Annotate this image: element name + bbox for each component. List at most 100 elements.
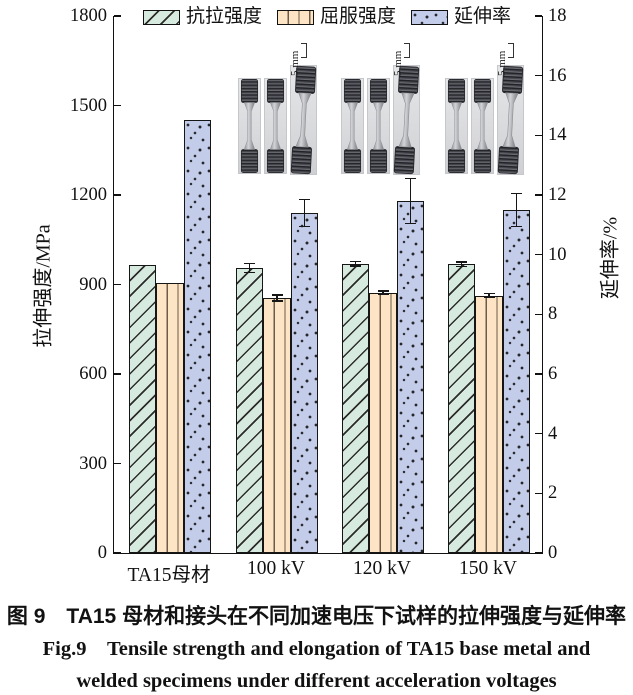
y-tick-label-left: 1800 — [70, 6, 107, 26]
specimen-photo — [290, 65, 317, 175]
bar-speckle-group2 — [290, 212, 319, 553]
y-tick-right — [535, 432, 542, 435]
tensile-specimen-drawing — [266, 79, 285, 173]
error-bar-line — [516, 193, 518, 227]
scale-bar-icon — [301, 43, 307, 58]
scale-bar-icon — [508, 43, 514, 58]
bar-vlines-group4 — [475, 295, 503, 553]
legend: 抗拉强度 屈服强度 延伸率 — [108, 6, 546, 28]
caption-english-line1: Fig.9 Tensile strength and elongation of… — [42, 638, 591, 660]
y-tick-label-right: 18 — [548, 6, 567, 26]
error-bar-line — [460, 261, 462, 267]
error-bar-cap — [349, 260, 361, 262]
y-tick-label-right: 8 — [548, 304, 558, 325]
y-tick-label-right: 2 — [548, 483, 558, 504]
y-tick-label-left: 300 — [79, 453, 107, 474]
error-bar-cap — [483, 293, 495, 295]
figure-caption: 图 9 TA15 母材和接头在不同加速电压下试样的拉伸强度与延伸率 Fig.9 … — [0, 601, 633, 695]
y-tick-right — [535, 15, 542, 17]
bar-speckle-group4 — [502, 209, 531, 553]
bar-speckle-group1 — [183, 120, 212, 553]
yield-strength-swatch-icon — [276, 9, 314, 25]
bar-hatch-group1 — [128, 265, 157, 553]
y-tick-right — [535, 492, 542, 495]
error-bar-cap — [511, 192, 523, 195]
error-bar-cap — [271, 300, 283, 302]
bar-vlines-group2 — [263, 297, 291, 553]
tensile-specimen-drawing — [369, 79, 388, 173]
scale-bar-label: 5 mm — [289, 50, 301, 76]
tensile-specimen-drawing — [393, 65, 420, 175]
y-tick-label-left: 900 — [79, 274, 107, 295]
scale-bar-icon — [404, 43, 410, 58]
error-bar-cap — [243, 271, 255, 274]
error-bar-cap — [377, 290, 389, 292]
tensile-specimen-drawing — [497, 65, 524, 175]
error-bar-cap — [377, 293, 389, 296]
specimen-photo — [471, 78, 494, 174]
y-tick-left — [114, 462, 121, 465]
tensile-specimen-drawing — [290, 65, 317, 175]
legend-label-elongation: 延伸率 — [454, 6, 512, 27]
y-tick-label-right: 10 — [548, 244, 567, 265]
legend-label-yield-strength: 屈服强度 — [319, 6, 396, 27]
plot-area — [113, 15, 543, 554]
scale-bar-label: 5 mm — [496, 50, 508, 76]
y-tick-right — [535, 194, 542, 196]
tensile-specimen-drawing — [473, 79, 492, 173]
error-bar-cap — [349, 265, 361, 267]
y-tick-left — [114, 283, 121, 286]
error-bar-cap — [483, 296, 495, 299]
x-category-label: TA15母材 — [127, 565, 211, 586]
y-tick-right — [535, 373, 542, 375]
legend-label-tensile-strength: 抗拉强度 — [185, 6, 262, 27]
error-bar-cap — [455, 261, 467, 263]
specimen-photo — [445, 78, 468, 174]
y-tick-left — [114, 373, 121, 375]
error-bar-cap — [243, 262, 255, 265]
error-bar-cap — [405, 177, 417, 180]
y-tick-label-right: 16 — [548, 65, 567, 86]
tensile-specimen-drawing — [240, 79, 259, 173]
caption-english-line2: welded specimens under different acceler… — [76, 670, 557, 692]
tensile-specimen-drawing — [447, 79, 466, 173]
error-bar-cap — [271, 294, 283, 296]
error-bar-line — [488, 293, 490, 298]
specimen-photo — [497, 65, 524, 175]
error-bar-line — [248, 263, 250, 273]
y-tick-label-right: 14 — [548, 125, 567, 146]
x-category-label: 120 kV — [353, 558, 411, 579]
tensile-strength-swatch-icon — [142, 9, 180, 25]
bar-hatch-group3 — [341, 263, 370, 553]
error-bar-line — [304, 199, 306, 227]
y-tick-label-left: 0 — [97, 543, 107, 563]
error-bar-line — [354, 261, 356, 266]
legend-item-tensile-strength: 抗拉强度 — [142, 6, 262, 28]
error-bar-line — [276, 294, 278, 301]
elongation-swatch-icon — [411, 9, 448, 25]
y-tick-label-left: 1500 — [70, 95, 107, 116]
specimen-photo — [341, 78, 364, 174]
specimen-photo — [393, 65, 420, 175]
tensile-specimen-drawing — [343, 79, 362, 173]
bar-vlines-group1 — [156, 283, 184, 553]
error-bar-cap — [511, 225, 523, 228]
y-tick-label-right: 0 — [548, 543, 558, 563]
specimen-photo — [367, 78, 390, 174]
y-tick-left — [114, 552, 121, 554]
y-tick-label-left: 600 — [79, 364, 107, 384]
error-bar-line — [410, 178, 412, 224]
caption-chinese: 图 9 TA15 母材和接头在不同加速电压下试样的拉伸强度与延伸率 — [6, 605, 627, 628]
y-tick-label-right: 12 — [548, 185, 567, 205]
scale-bar-label: 5 mm — [392, 50, 404, 76]
x-category-label: 150 kV — [459, 558, 517, 579]
error-bar-cap — [455, 265, 467, 268]
specimen-photo — [264, 78, 287, 174]
error-bar-cap — [299, 225, 311, 228]
y-tick-label-left: 1200 — [70, 185, 107, 205]
y-tick-left — [114, 194, 121, 196]
y-tick-right — [535, 74, 542, 77]
y-tick-label-right: 6 — [548, 364, 558, 384]
y-tick-right — [535, 253, 542, 256]
